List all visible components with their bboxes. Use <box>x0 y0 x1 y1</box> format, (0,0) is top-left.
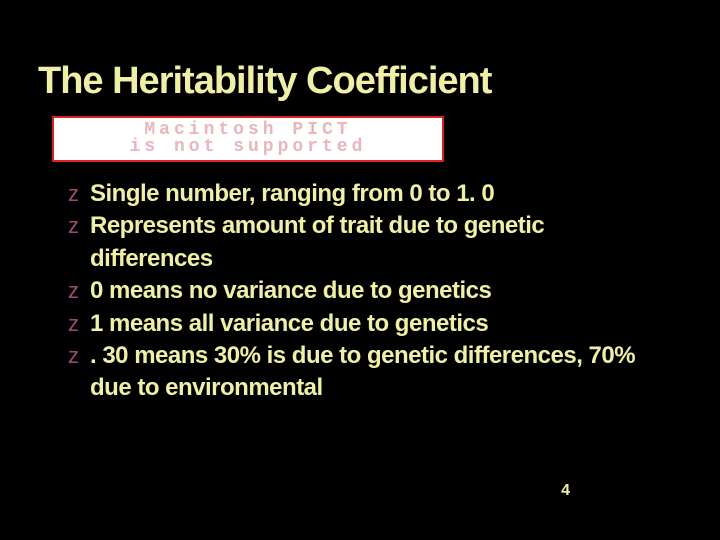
bullet-icon: z <box>68 308 90 340</box>
slide-title: The Heritability Coefficient <box>38 60 491 103</box>
bullet-icon: z <box>68 210 90 242</box>
missing-pict-line2: is not supported <box>130 139 367 156</box>
list-item: z Single number, ranging from 0 to 1. 0 <box>68 178 670 210</box>
missing-pict-placeholder: Macintosh PICT is not supported <box>52 116 444 162</box>
bullet-icon: z <box>68 178 90 210</box>
bullet-text: 0 means no variance due to genetics <box>90 275 670 307</box>
bullet-text: Single number, ranging from 0 to 1. 0 <box>90 178 670 210</box>
page-number: 4 <box>561 482 570 500</box>
list-item: z 0 means no variance due to genetics <box>68 275 670 307</box>
bullet-list: z Single number, ranging from 0 to 1. 0 … <box>68 178 670 405</box>
bullet-text: . 30 means 30% is due to genetic differe… <box>90 340 670 405</box>
list-item: z . 30 means 30% is due to genetic diffe… <box>68 340 670 405</box>
list-item: z Represents amount of trait due to gene… <box>68 210 670 275</box>
bullet-icon: z <box>68 275 90 307</box>
bullet-icon: z <box>68 340 90 372</box>
list-item: z 1 means all variance due to genetics <box>68 308 670 340</box>
bullet-text: 1 means all variance due to genetics <box>90 308 670 340</box>
bullet-text: Represents amount of trait due to geneti… <box>90 210 670 275</box>
slide: The Heritability Coefficient Macintosh P… <box>0 0 720 540</box>
